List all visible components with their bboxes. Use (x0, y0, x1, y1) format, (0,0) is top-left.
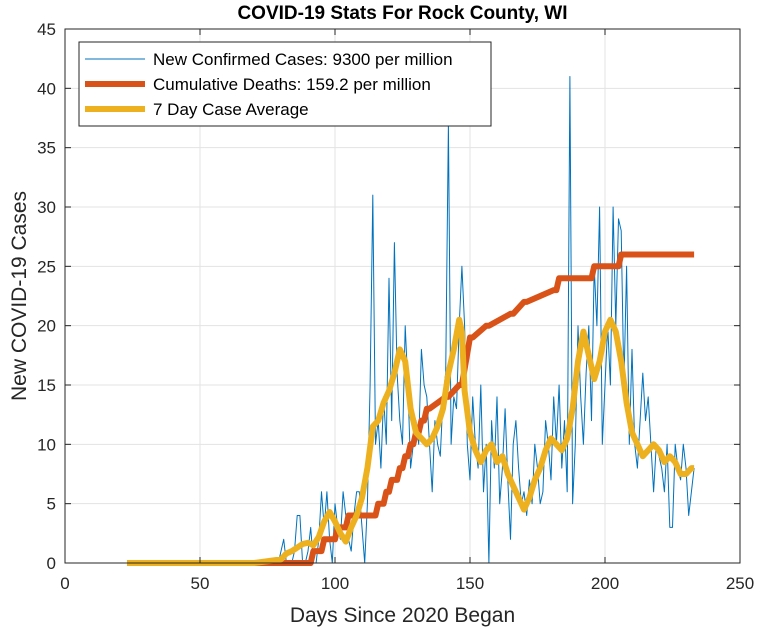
plot-frame (64, 28, 741, 564)
y-tick-label: 0 (47, 554, 56, 573)
x-tick-label: 250 (726, 574, 754, 593)
series-line-3 (127, 316, 695, 566)
y-tick-label: 20 (37, 317, 56, 336)
legend: New Confirmed Cases: 9300 per million Cum… (78, 41, 492, 127)
y-tick-label: 10 (37, 435, 56, 454)
legend-box (78, 41, 492, 127)
series-lines (127, 76, 695, 566)
x-tick-label: 50 (191, 574, 210, 593)
legend-label-2: Cumulative Deaths: 159.2 per million (153, 75, 431, 94)
x-axis-label: Days Since 2020 Began (290, 604, 515, 627)
chart-title: COVID-19 Stats For Rock County, WI (237, 3, 567, 24)
y-tick-label: 35 (37, 139, 56, 158)
x-tick-label: 200 (591, 574, 619, 593)
y-tick-label: 15 (37, 376, 56, 395)
y-axis-label: New COVID-19 Cases (8, 191, 31, 401)
axis-ticks: 0 50 100 150 200 250 0 5 10 15 20 25 30 35 40 45 (37, 20, 754, 593)
y-tick-label: 40 (37, 79, 56, 98)
x-tick-label: 100 (321, 574, 349, 593)
x-tick-label: 0 (60, 574, 69, 593)
legend-label-3: 7 Day Case Average (153, 100, 309, 119)
y-tick-label: 30 (37, 198, 56, 217)
y-tick-label: 5 (47, 495, 56, 514)
y-tick-label: 45 (37, 20, 56, 39)
y-tick-label: 25 (37, 257, 56, 276)
x-tick-label: 150 (456, 574, 484, 593)
series-line-2 (127, 251, 695, 566)
legend-label-1: New Confirmed Cases: 9300 per million (153, 50, 453, 69)
